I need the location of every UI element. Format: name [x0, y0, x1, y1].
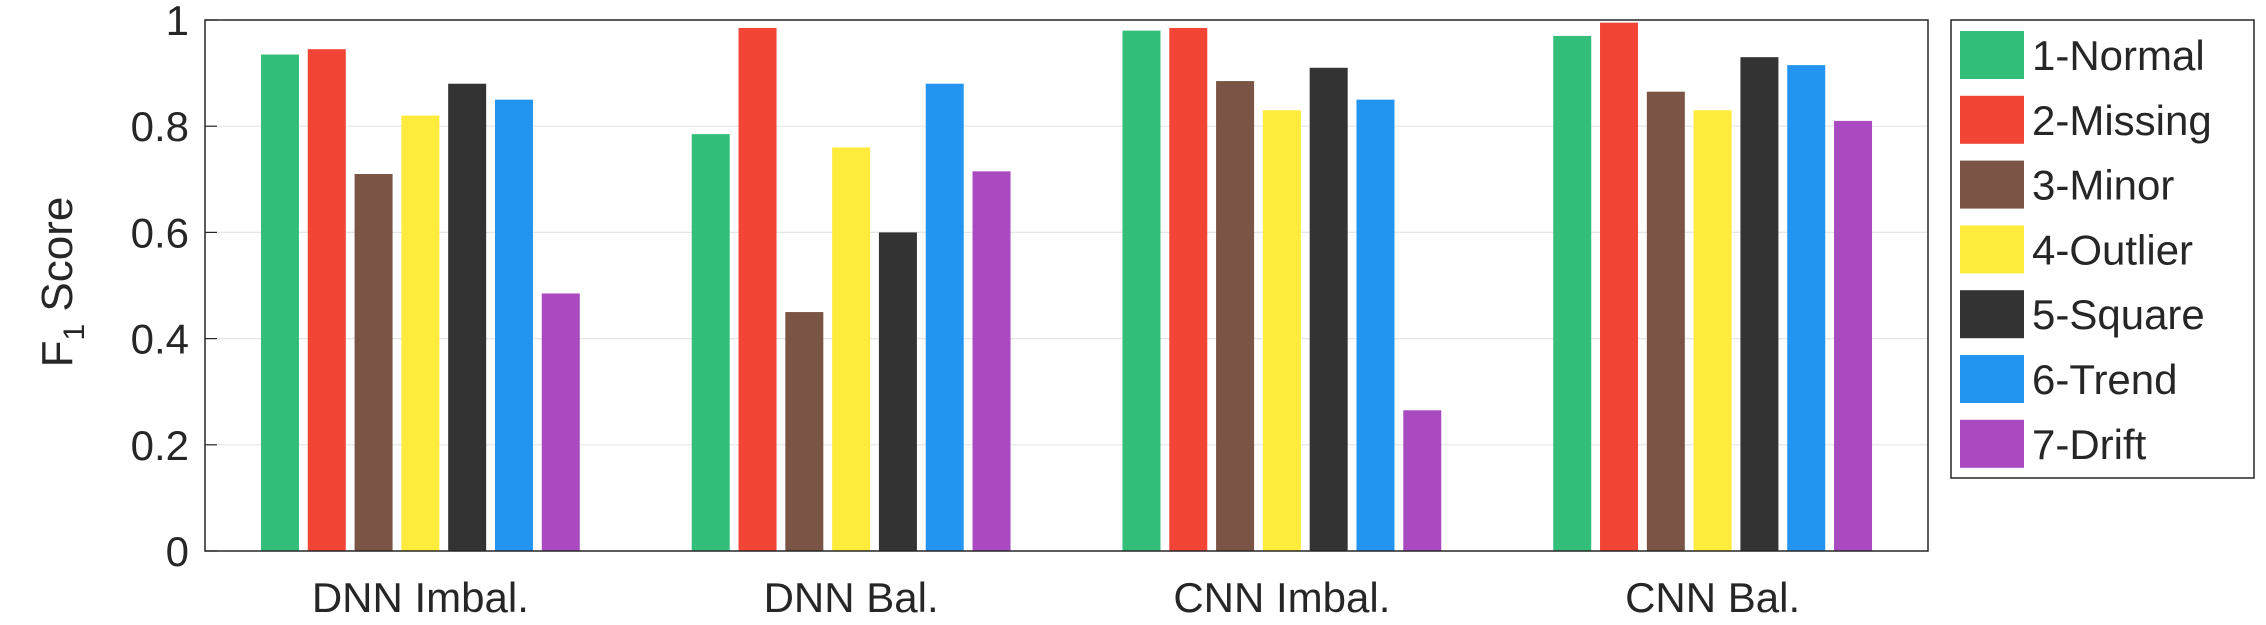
bar-2-missing [1169, 27, 1208, 551]
bar-5-square [878, 232, 917, 551]
bar-1-normal [1553, 35, 1592, 552]
bar-4-outlier [1693, 110, 1732, 552]
bar-3-minor [1646, 91, 1685, 551]
y-axis-label: F1 Score [33, 197, 91, 368]
y-tick-label: 1 [166, 0, 189, 44]
x-category-label: CNN Imbal. [1173, 574, 1390, 621]
legend-swatch [1960, 95, 2024, 144]
y-axis-label-rest: Score [33, 197, 82, 324]
bar-7-drift [972, 171, 1011, 551]
legend: 1-Normal 2-Missing 3-Minor 4-Outlier 5-Squar… [1950, 19, 2255, 479]
bar-1-normal [691, 134, 730, 552]
bar-7-drift [1403, 410, 1442, 551]
bar-6-trend [925, 83, 964, 551]
bar-1-normal [260, 54, 299, 551]
legend-label: 3-Minor [2032, 162, 2174, 209]
bar-7-drift [541, 293, 580, 551]
legend-label: 1-Normal [2032, 32, 2205, 79]
bar-4-outlier [401, 115, 440, 551]
legend-items: 1-Normal 2-Missing 3-Minor 4-Outlier 5-Squar… [1960, 31, 2212, 468]
y-axis-label-main: F [33, 340, 82, 367]
bar-4-outlier [832, 147, 871, 551]
bars [260, 22, 1873, 552]
bar-1-normal [1122, 30, 1161, 552]
plot-frame [204, 19, 1929, 552]
legend-swatch [1960, 31, 2024, 79]
bar-6-trend [1787, 65, 1826, 551]
y-tick-label: 0.4 [131, 316, 189, 363]
legend-label: 5-Square [2032, 291, 2205, 338]
y-tick-label: 0.2 [131, 422, 189, 469]
x-axis-categories: DNN Imbal. DNN Bal. CNN Imbal. CNN Bal. [312, 574, 1800, 621]
bar-2-missing [307, 49, 346, 551]
bar-5-square [1740, 57, 1779, 552]
bar-3-minor [354, 173, 393, 552]
gridlines [205, 125, 1928, 446]
y-axis-ticks: 0 0.2 0.4 0.6 0.8 1 [131, 0, 217, 575]
y-axis-label-subscript: 1 [58, 324, 91, 341]
bar-4-outlier [1262, 110, 1301, 552]
legend-label: 4-Outlier [2032, 226, 2193, 273]
legend-swatch [1960, 160, 2024, 209]
legend-label: 7-Drift [2032, 421, 2147, 468]
y-tick-label: 0 [166, 528, 189, 575]
bar-2-missing [1600, 22, 1639, 551]
bar-3-minor [785, 312, 824, 551]
bar-2-missing [738, 27, 777, 551]
bar-5-square [448, 83, 487, 551]
legend-swatch [1960, 290, 2024, 339]
bar-6-trend [494, 99, 533, 552]
legend-swatch [1960, 225, 2024, 274]
bar-6-trend [1356, 99, 1395, 552]
y-tick-label: 0.8 [131, 103, 189, 150]
x-category-label: DNN Imbal. [312, 574, 529, 621]
bar-3-minor [1216, 81, 1255, 551]
bar-7-drift [1834, 120, 1873, 551]
legend-swatch [1960, 355, 2024, 403]
x-category-label: DNN Bal. [764, 574, 939, 621]
legend-swatch [1960, 419, 2024, 468]
y-tick-label: 0.6 [131, 209, 189, 256]
x-category-label: CNN Bal. [1625, 574, 1800, 621]
bar-5-square [1309, 67, 1348, 551]
legend-label: 2-Missing [2032, 97, 2212, 144]
legend-label: 6-Trend [2032, 356, 2178, 403]
